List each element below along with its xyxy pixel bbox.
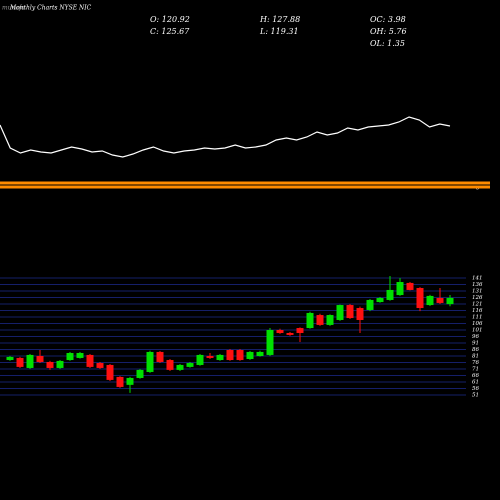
candle-body: [6, 356, 14, 361]
candle-body: [376, 298, 384, 303]
candle-body: [416, 288, 424, 309]
band: [0, 181, 490, 185]
candle-body: [176, 364, 184, 370]
y-tick-label: 51: [472, 392, 479, 398]
candle-body: [106, 364, 114, 380]
candle-body: [96, 363, 104, 368]
y-tick-label: 81: [472, 353, 479, 359]
candle-body: [396, 282, 404, 296]
candle-body: [226, 350, 234, 361]
info-open: O: 120.92: [150, 15, 190, 24]
y-tick-label: 86: [472, 347, 479, 353]
candle-body: [296, 328, 304, 333]
y-tick-label: 101: [472, 327, 483, 333]
candle-body: [136, 369, 144, 378]
y-tick-label: 66: [472, 373, 479, 379]
candle-body: [206, 355, 214, 358]
info-oc: OC: 3.98: [370, 15, 406, 24]
candle-body: [76, 353, 84, 358]
candle-body: [236, 350, 244, 361]
candle-body: [326, 315, 334, 325]
y-tick-label: 61: [472, 379, 479, 385]
candle-body: [46, 361, 54, 368]
candle-body: [386, 289, 394, 300]
y-tick-label: 116: [472, 308, 483, 314]
y-tick-label: 111: [472, 314, 483, 320]
candle-body: [126, 377, 134, 385]
candle-body: [266, 329, 274, 355]
candle-body: [256, 351, 264, 356]
y-tick-label: 141: [472, 275, 483, 281]
info-low: L: 119.31: [259, 27, 299, 36]
y-tick-label: 121: [472, 301, 483, 307]
candle-body: [366, 299, 374, 310]
info-oh: OH: 5.76: [370, 27, 407, 36]
candle-body: [316, 315, 324, 325]
y-tick-label: 76: [472, 360, 479, 366]
candle-body: [186, 363, 194, 367]
candle-body: [356, 308, 364, 320]
y-tick-label: 126: [472, 295, 483, 301]
candle-body: [36, 355, 44, 362]
y-tick-label: 131: [472, 288, 483, 294]
candle-body: [26, 354, 34, 368]
candle-body: [156, 351, 164, 362]
candle-body: [146, 351, 154, 372]
info-close: C: 125.67: [150, 27, 190, 36]
candle-body: [306, 312, 314, 329]
candle-body: [286, 332, 294, 335]
candle-body: [246, 351, 254, 359]
candle-body: [426, 295, 434, 306]
candle-body: [276, 329, 284, 333]
y-tick-label: 96: [472, 334, 479, 340]
info-high: H: 127.88: [259, 15, 300, 24]
candle-body: [446, 297, 454, 305]
y-tick-label: 136: [472, 282, 483, 288]
candle-body: [346, 305, 354, 319]
y-tick-label: 106: [472, 321, 483, 327]
candle-body: [406, 282, 414, 290]
candle-body: [336, 305, 344, 320]
y-tick-label: 71: [472, 366, 479, 372]
y-tick-label: 56: [472, 386, 479, 392]
candle-body: [66, 353, 74, 361]
watermark: munafa: [2, 5, 25, 12]
candle-body: [196, 354, 204, 365]
info-ol: OL: 1.35: [370, 39, 405, 48]
indicator-line: [0, 116, 451, 158]
candle-body: [216, 354, 224, 361]
band: [0, 185, 490, 189]
candle-body: [16, 357, 24, 367]
candle-body: [116, 376, 124, 387]
y-tick-label: 91: [472, 340, 479, 346]
candle-body: [86, 354, 94, 367]
chart-title: Monthly Charts NYSE NIC: [9, 5, 92, 12]
candle-body: [56, 360, 64, 368]
candle-body: [436, 298, 444, 303]
candle-body: [166, 360, 174, 370]
